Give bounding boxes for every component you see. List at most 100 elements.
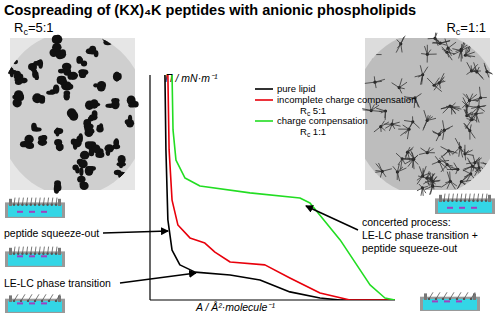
- domain: [52, 43, 61, 52]
- annotations: peptide squeeze-outLE-LC phase transitio…: [4, 206, 478, 289]
- domain-arm: [471, 41, 476, 43]
- lipid-head: [485, 200, 487, 202]
- domain-arm: [461, 44, 463, 51]
- domain: [113, 72, 121, 82]
- trough: [5, 251, 65, 267]
- lipid-head: [449, 298, 451, 300]
- lipid-head: [443, 200, 445, 202]
- domain-arm: [471, 40, 476, 44]
- domain: [65, 84, 73, 90]
- peptide: [444, 300, 450, 302]
- domain-arm: [374, 76, 376, 82]
- barrier: [9, 199, 12, 206]
- domain-arm: [422, 186, 427, 188]
- lipid-head: [17, 204, 19, 206]
- domain-arm: [472, 40, 473, 45]
- domain-arm: [487, 164, 489, 169]
- domain-arm: [427, 45, 428, 55]
- domain-arm: [384, 111, 386, 118]
- domain-arm: [375, 81, 382, 83]
- peptide: [41, 255, 47, 257]
- domain-arm: [465, 55, 471, 57]
- domain: [470, 39, 473, 42]
- figure: Cospreading of (KX)₄K peptides with anio…: [0, 0, 500, 314]
- domain: [41, 135, 47, 140]
- domain-arm: [441, 156, 447, 165]
- domain-arm: [439, 161, 443, 171]
- domain: [9, 54, 14, 58]
- micrograph: [4, 33, 141, 197]
- domain-arm: [433, 180, 440, 181]
- domain-arm: [481, 43, 488, 48]
- domain: [63, 67, 71, 76]
- barrier: [9, 295, 12, 302]
- domain-arm: [463, 40, 472, 43]
- subphase: [438, 201, 492, 213]
- label-part: R: [14, 20, 23, 35]
- domain-arm: [426, 177, 431, 179]
- domain: [13, 43, 22, 53]
- annotation: peptide squeeze-out: [4, 227, 99, 239]
- lipid-head: [451, 200, 453, 202]
- domain-arm: [489, 164, 494, 168]
- trough-schematic: [435, 194, 495, 214]
- annotation: concerted process:: [362, 216, 451, 228]
- domain-arm: [423, 67, 428, 75]
- domain-arm: [382, 171, 386, 177]
- domain: [53, 84, 59, 93]
- domain-arm: [461, 51, 462, 62]
- domain-arm: [430, 182, 433, 186]
- domain-arm: [420, 148, 427, 153]
- domain-arm: [489, 163, 493, 167]
- domain-arm: [362, 109, 371, 111]
- peptide: [456, 300, 462, 302]
- domain-arm: [427, 117, 433, 121]
- domain-arm: [384, 124, 392, 125]
- domain-arm: [471, 44, 478, 48]
- lipid-head: [456, 298, 458, 300]
- domain: [10, 57, 15, 64]
- lipid-head: [34, 300, 36, 302]
- domain-arm: [440, 41, 450, 43]
- title: Cospreading of (KX)₄K peptides with anio…: [4, 2, 416, 18]
- domain-arm: [467, 116, 477, 121]
- domain: [123, 189, 130, 196]
- domain: [92, 144, 100, 153]
- domain-arm: [423, 120, 427, 130]
- domain: [109, 34, 117, 41]
- domain-arm: [489, 164, 497, 165]
- domain-arm: [439, 160, 449, 161]
- lipid-head: [55, 300, 57, 302]
- domain-arm: [405, 129, 409, 134]
- domain-arm: [452, 106, 460, 107]
- domain-arm: [489, 161, 496, 164]
- domain-arm: [479, 168, 484, 177]
- domain-arm: [396, 44, 401, 53]
- domain-arm: [476, 114, 479, 123]
- domain-arm: [454, 163, 458, 170]
- lipid-head: [41, 300, 43, 302]
- domain-arm: [475, 158, 482, 163]
- domain: [120, 185, 128, 192]
- lipid-head: [463, 298, 465, 300]
- image-bg: [365, 38, 490, 190]
- domain-arm: [434, 85, 442, 91]
- domain-arm: [447, 165, 453, 166]
- domain-arm: [430, 186, 432, 194]
- domain-arm: [476, 98, 481, 102]
- peptide: [432, 300, 438, 302]
- domain-arm: [489, 166, 500, 167]
- domain: [128, 103, 135, 108]
- domain-arm: [419, 153, 427, 155]
- domain-arm: [392, 124, 395, 129]
- domain-arm: [366, 46, 373, 54]
- domain-arm: [467, 158, 472, 166]
- domain-arm: [420, 65, 422, 75]
- domain: [32, 127, 42, 131]
- domain-arm: [392, 119, 394, 124]
- domain-arm: [442, 47, 447, 52]
- domain-arm: [441, 107, 452, 109]
- domain-arm: [467, 113, 477, 116]
- lipid-head: [442, 298, 444, 300]
- domain: [133, 40, 138, 47]
